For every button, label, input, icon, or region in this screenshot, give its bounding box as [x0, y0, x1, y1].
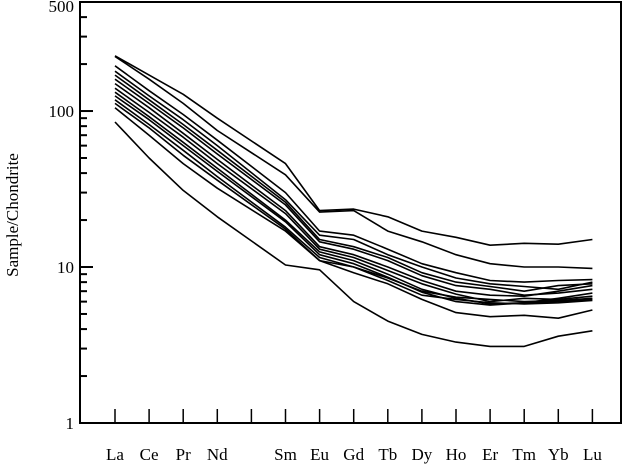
- series-line-4: [114, 70, 593, 291]
- x-tick-label-ce: Ce: [140, 445, 159, 464]
- series-line-1: [114, 55, 593, 246]
- x-tick-label-ho: Ho: [446, 445, 467, 464]
- x-tick-label-er: Er: [482, 445, 498, 464]
- axes: 1 10 100 500 La Ce Pr Nd Sm Eu Gd Tb Dy Ho Er Tm Yb Lu: [49, 0, 622, 464]
- series-line-11: [114, 99, 593, 305]
- series-line-6: [114, 78, 593, 297]
- series-group: [114, 55, 593, 348]
- series-line-7: [114, 82, 593, 298]
- y-tick-label: 1: [66, 414, 75, 433]
- y-axis-label: Sample/Chondrite: [3, 153, 22, 277]
- series-line-12: [114, 102, 593, 303]
- x-tick-label-tm: Tm: [512, 445, 536, 464]
- x-tick-label-eu: Eu: [310, 445, 329, 464]
- y-tick-label: 100: [49, 102, 75, 121]
- y-tick-label: 10: [57, 258, 74, 277]
- x-tick-label-dy: Dy: [412, 445, 433, 464]
- y-tick-label: 500: [49, 0, 75, 16]
- x-tick-label-gd: Gd: [343, 445, 364, 464]
- series-line-14: [114, 121, 593, 348]
- x-tick-label-tb: Tb: [378, 445, 397, 464]
- series-line-13: [114, 107, 593, 320]
- x-tick-label-sm: Sm: [274, 445, 297, 464]
- x-tick-label-nd: Nd: [207, 445, 228, 464]
- x-tick-label-pr: Pr: [176, 445, 191, 464]
- plot-frame: [79, 1, 622, 424]
- series-line-3: [114, 65, 593, 283]
- x-tick-label-lu: Lu: [583, 445, 602, 464]
- series-line-2: [114, 55, 593, 270]
- series-line-5: [114, 74, 593, 293]
- series-line-8: [114, 87, 593, 303]
- x-tick-label-la: La: [106, 445, 124, 464]
- x-tick-label-yb: Yb: [548, 445, 569, 464]
